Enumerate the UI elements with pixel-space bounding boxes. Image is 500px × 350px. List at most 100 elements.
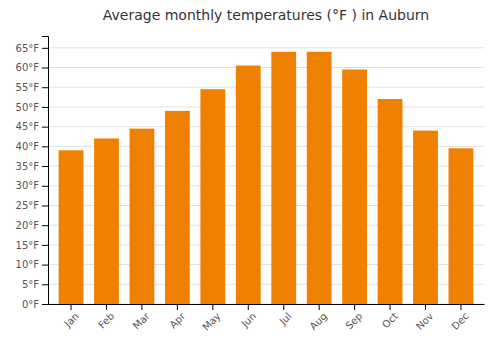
bar <box>378 99 403 304</box>
y-tick: 50°F <box>16 102 48 113</box>
tick-label: 60°F <box>16 62 40 73</box>
bar <box>59 150 84 304</box>
x-tick: Jul <box>277 304 294 327</box>
y-tick: 65°F <box>16 43 48 54</box>
x-tick: Nov <box>414 304 436 332</box>
bar <box>307 52 332 304</box>
x-tick: Aug <box>307 304 329 332</box>
tick-mark <box>42 265 48 266</box>
tick-mark <box>141 304 142 310</box>
tick-mark <box>212 304 213 310</box>
tick-label: Nov <box>414 310 436 332</box>
tick-label: 55°F <box>16 82 40 93</box>
tick-mark <box>42 186 48 187</box>
axis-line <box>49 304 485 305</box>
bar <box>94 138 119 304</box>
tick-label: 30°F <box>16 180 40 191</box>
y-tick: 35°F <box>16 161 48 172</box>
bar <box>413 131 438 304</box>
y-axis: 0°F 5°F 10°F 15°F 20°F 25°F 30°F 35°F 40°F 45°F 50… <box>16 37 49 310</box>
chart-title: Average monthly temperatures (°F ) in Au… <box>103 7 429 23</box>
tick-mark <box>42 146 48 147</box>
x-tick: Feb <box>96 304 116 331</box>
x-axis: Jan Feb Mar Apr May Jun Jul Aug Sep Oct Nov Dec <box>49 304 485 333</box>
grid-line <box>48 67 484 68</box>
bar <box>200 89 225 304</box>
tick-mark <box>42 205 48 206</box>
x-tick: May <box>200 304 222 333</box>
y-tick: 10°F <box>16 259 48 270</box>
tick-mark <box>42 245 48 246</box>
grid <box>48 48 484 304</box>
y-tick: 15°F <box>16 240 48 251</box>
tick-label: 25°F <box>16 200 40 211</box>
tick-label: Sep <box>343 310 364 331</box>
chart-container: 0°F 5°F 10°F 15°F 20°F 25°F 30°F 35°F 40°F 45°F 50… <box>0 0 500 350</box>
tick-label: 15°F <box>16 240 40 251</box>
tick-label: Jul <box>277 310 294 327</box>
tick-label: 65°F <box>16 43 40 54</box>
tick-mark <box>460 304 461 310</box>
y-tick: 30°F <box>16 180 48 191</box>
y-tick: 45°F <box>16 121 48 132</box>
y-tick: 5°F <box>22 279 48 290</box>
x-tick: Mar <box>131 304 153 331</box>
x-tick: Jan <box>62 304 81 330</box>
tick-mark <box>106 304 107 310</box>
tick-label: 10°F <box>16 259 40 270</box>
x-tick: Sep <box>343 304 364 331</box>
tick-label: 20°F <box>16 220 40 231</box>
tick-label: May <box>200 310 222 332</box>
tick-mark <box>319 304 320 310</box>
tick-mark <box>42 68 48 69</box>
tick-mark <box>42 87 48 88</box>
tick-label: Aug <box>307 310 329 332</box>
tick-label: Mar <box>131 310 153 332</box>
grid-line <box>48 106 484 107</box>
tick-mark <box>425 304 426 310</box>
tick-mark <box>71 304 72 310</box>
tick-mark <box>42 166 48 167</box>
y-tick: 20°F <box>16 220 48 231</box>
x-tick: Dec <box>449 304 470 332</box>
bar <box>271 52 296 304</box>
chart-svg: 0°F 5°F 10°F 15°F 20°F 25°F 30°F 35°F 40°F 45°F 50… <box>0 0 500 350</box>
bar <box>236 66 261 304</box>
tick-mark <box>390 304 391 310</box>
tick-label: 35°F <box>16 161 40 172</box>
y-tick: 40°F <box>16 141 48 152</box>
y-tick: 60°F <box>16 62 48 73</box>
y-tick: 25°F <box>16 200 48 211</box>
x-tick: Oct <box>380 304 400 330</box>
tick-mark <box>283 304 284 310</box>
tick-mark <box>42 304 48 305</box>
bar <box>130 129 155 304</box>
bar <box>342 70 367 305</box>
grid-line <box>48 87 484 88</box>
tick-label: 5°F <box>22 279 39 290</box>
tick-mark <box>177 304 178 310</box>
tick-label: 50°F <box>16 102 40 113</box>
tick-label: Dec <box>449 310 470 331</box>
tick-label: 45°F <box>16 121 40 132</box>
tick-label: 40°F <box>16 141 40 152</box>
tick-mark <box>42 284 48 285</box>
tick-label: Feb <box>96 310 116 330</box>
y-tick: 0°F <box>22 299 48 310</box>
tick-mark <box>248 304 249 310</box>
tick-mark <box>42 225 48 226</box>
tick-mark <box>42 48 48 49</box>
tick-mark <box>42 127 48 128</box>
x-tick: Apr <box>167 304 188 330</box>
bar <box>165 111 190 304</box>
grid-line <box>48 126 484 127</box>
tick-label: Oct <box>380 310 400 330</box>
tick-label: 0°F <box>22 299 39 310</box>
x-tick: Jun <box>239 304 259 330</box>
tick-mark <box>42 107 48 108</box>
plot-root: 0°F 5°F 10°F 15°F 20°F 25°F 30°F 35°F 40°F 45°F 50… <box>16 37 485 333</box>
axis-line <box>42 37 49 305</box>
bar <box>449 148 474 304</box>
tick-label: Jun <box>239 310 259 330</box>
y-tick: 55°F <box>16 82 48 93</box>
